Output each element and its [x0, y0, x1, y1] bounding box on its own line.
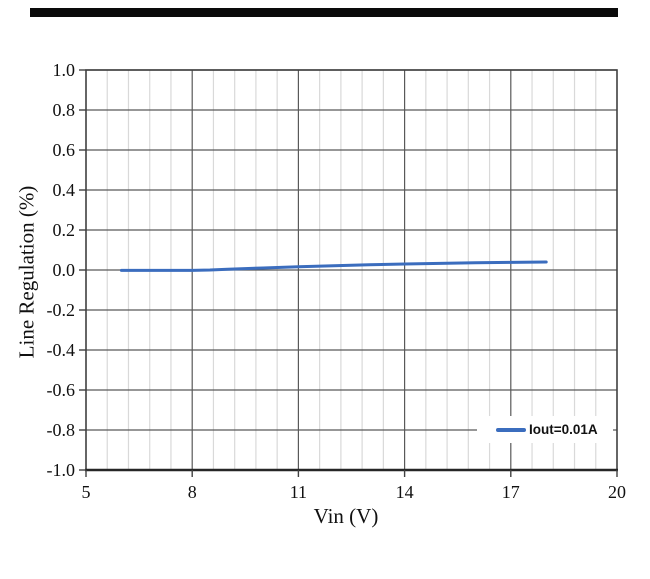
- svg-text:0.4: 0.4: [53, 180, 76, 200]
- svg-text:17: 17: [502, 482, 520, 502]
- svg-text:-0.6: -0.6: [47, 380, 76, 400]
- svg-text:0.0: 0.0: [53, 260, 76, 280]
- legend: Iout=0.01A: [477, 416, 613, 443]
- top-black-bar: [30, 8, 618, 17]
- svg-text:14: 14: [396, 482, 414, 502]
- legend-label: Iout=0.01A: [529, 422, 598, 437]
- x-axis-title: Vin (V): [313, 504, 379, 528]
- svg-text:-0.2: -0.2: [47, 300, 76, 320]
- legend-line-swatch: [496, 427, 526, 432]
- svg-text:0.8: 0.8: [53, 100, 76, 120]
- svg-text:11: 11: [290, 482, 307, 502]
- svg-text:5: 5: [82, 482, 91, 502]
- svg-text:8: 8: [188, 482, 197, 502]
- svg-text:-0.8: -0.8: [47, 420, 76, 440]
- svg-text:0.2: 0.2: [53, 220, 76, 240]
- svg-text:-0.4: -0.4: [47, 340, 76, 360]
- svg-text:-1.0: -1.0: [47, 460, 76, 480]
- svg-text:20: 20: [608, 482, 626, 502]
- y-axis-title: Line Regulation (%): [14, 185, 39, 359]
- svg-text:1.0: 1.0: [53, 60, 76, 80]
- svg-text:0.6: 0.6: [53, 140, 76, 160]
